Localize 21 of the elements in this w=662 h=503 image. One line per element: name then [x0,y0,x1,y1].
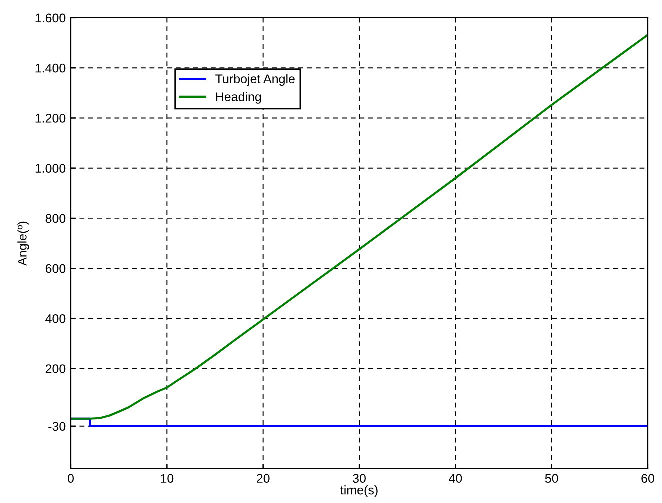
x-tick-label: 0 [68,474,74,484]
y-tick-label: 200 [46,364,66,374]
y-tick-label: 800 [46,214,66,224]
x-tick-label: 20 [257,474,270,484]
y-tick-label: 1.200 [36,114,66,123]
y-tick-label: 600 [46,264,66,274]
line-series [71,34,648,420]
y-axis-title: Angle(º) [18,222,30,266]
y-tick-label: 400 [46,314,66,324]
x-tick-label: 50 [545,474,558,484]
x-tick-label: 30 [353,474,366,484]
legend-label: Heading [216,92,262,104]
x-tick-label: 40 [449,474,462,484]
legend-label: Turbojet Angle [216,74,295,86]
y-tick-label: 1.600 [36,14,66,23]
y-tick-label: -30 [48,422,66,432]
y-tick-label: 1.000 [36,164,66,173]
x-axis-title: time(s) [340,486,378,498]
x-tick-label: 10 [161,474,174,484]
x-tick-label: 60 [642,474,654,484]
y-tick-label: 1.400 [36,64,66,73]
